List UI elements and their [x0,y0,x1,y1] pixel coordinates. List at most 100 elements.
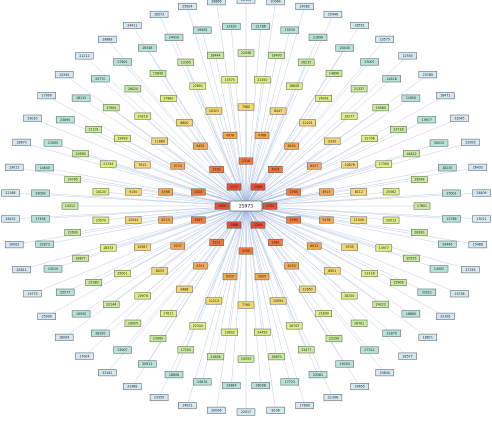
graph-node[interactable]: 19977 [417,116,437,124]
graph-node[interactable]: 24418 [382,75,401,83]
graph-node[interactable]: 10002 [4,241,24,249]
graph-node[interactable]: 16348 [138,44,157,52]
graph-node[interactable]: 26670 [268,353,285,361]
graph-node[interactable]: 19499 [114,134,131,142]
graph-node[interactable]: 23007 [360,58,379,66]
graph-node[interactable]: 16808 [285,82,303,90]
graph-node[interactable]: 17801 [413,202,431,210]
graph-node[interactable]: 17980 [160,94,177,102]
graph-node[interactable]: 18670 [12,138,31,146]
graph-node[interactable]: 20555 [403,254,420,262]
graph-node[interactable]: 18400 [268,51,285,59]
graph-node[interactable]: 23570 [92,216,110,224]
graph-node[interactable]: 21212 [75,52,94,60]
graph-node[interactable]: 11650 [401,94,421,102]
graph-node[interactable]: 3567 [191,216,206,224]
graph-node[interactable]: 8800 [176,119,193,127]
graph-node[interactable]: 1117 [226,183,242,191]
graph-node[interactable]: 23840 [375,369,394,377]
graph-node[interactable]: 4976 [222,131,238,139]
graph-node[interactable]: 8112 [350,188,368,196]
graph-node[interactable]: 24082 [295,2,314,10]
graph-node[interactable]: 18250 [340,292,358,300]
graph-node[interactable]: 14640 [35,164,54,172]
graph-node[interactable]: 28300 [411,229,428,237]
graph-node[interactable]: 8106 [266,406,285,414]
graph-node[interactable]: 31488 [123,383,142,391]
graph-node[interactable]: 17390 [375,160,393,168]
graph-node[interactable]: 21744 [99,160,117,168]
graph-node[interactable]: 17611 [160,310,177,318]
graph-node[interactable]: 20911 [138,360,157,368]
graph-node[interactable]: 23789 [418,71,438,79]
graph-node[interactable]: 13477 [297,346,315,354]
graph-node[interactable]: 24450 [254,328,271,336]
graph-node[interactable]: 22299 [325,335,343,343]
graph-node[interactable]: 20770 [91,75,110,83]
graph-node[interactable]: 15736 [450,290,469,298]
graph-node[interactable]: 25577 [55,288,75,296]
graph-node[interactable]: 33162 [98,369,117,377]
graph-node[interactable]: 19888 [98,35,117,43]
graph-node[interactable]: 21005 [43,139,63,147]
graph-node[interactable]: 20013 [382,216,400,224]
graph-node[interactable]: 18877 [72,254,89,262]
graph-node[interactable]: 14502 [429,265,449,273]
graph-node[interactable]: 18230 [438,164,457,172]
graph-node[interactable]: 23575 [375,35,394,43]
graph-node[interactable]: 9705 [341,243,358,251]
graph-node[interactable]: 15640 [149,69,167,77]
graph-node[interactable]: 22000 [461,138,480,146]
graph-node[interactable]: 8901 [323,267,341,275]
graph-node[interactable]: 32106 [436,312,455,320]
graph-node[interactable]: 5744 [170,162,186,170]
graph-node[interactable]: 23718 [390,126,407,134]
graph-node[interactable]: 13984 [222,382,241,390]
graph-node[interactable]: 10094 [269,297,287,305]
graph-node[interactable]: 3390 [286,216,301,224]
graph-node[interactable]: 25001 [442,189,461,197]
graph-node[interactable]: 16004 [54,333,74,341]
graph-node[interactable]: 22600 [64,229,81,237]
graph-node[interactable]: 27312 [360,346,379,354]
graph-node[interactable]: 19333 [237,355,255,363]
graph-node[interactable]: 21870 [382,329,401,337]
graph-node[interactable]: 4913 [319,188,334,196]
graph-node[interactable]: 21396 [323,394,343,402]
graph-node[interactable]: 25562 [382,188,400,196]
graph-node[interactable]: 7980 [237,103,255,111]
graph-node[interactable]: 6207 [306,162,322,170]
graph-node[interactable]: 24001 [315,94,332,102]
graph-node[interactable]: 15007 [113,346,132,354]
graph-node[interactable]: 32045 [450,114,469,122]
graph-node[interactable]: 4550 [284,262,299,270]
graph-node[interactable]: 6320 [222,273,238,281]
graph-node[interactable]: 14021 [178,402,197,410]
graph-node[interactable]: 22046 [237,49,255,57]
graph-node[interactable]: 22340 [189,322,207,330]
graph-node[interactable]: 18808 [164,371,184,379]
graph-node[interactable]: 6012 [306,242,322,250]
graph-node[interactable]: 22188 [1,189,20,197]
graph-node[interactable]: 24765 [64,175,81,183]
graph-node[interactable]: 17900 [102,104,120,112]
graph-node[interactable]: 26432 [468,163,488,171]
graph-node[interactable]: 25004 [178,2,197,10]
graph-node[interactable]: 9330 [323,137,341,145]
graph-node[interactable]: 12650 [299,285,316,293]
graph-node[interactable]: 14890 [325,69,343,77]
graph-node[interactable]: 16422 [403,150,420,158]
graph-node[interactable]: 21899 [315,310,332,318]
graph-node[interactable]: 12788 [442,215,461,223]
graph-node[interactable]: 1732 [262,202,278,210]
graph-node[interactable]: 26099 [31,189,50,197]
graph-node[interactable]: 6455 [193,142,208,150]
graph-node[interactable]: 18471 [436,92,455,100]
graph-node[interactable]: 8447 [269,107,287,115]
graph-node[interactable]: 2318 [238,157,254,165]
graph-node[interactable]: 5630 [284,142,299,150]
graph-node[interactable]: 17900 [37,92,56,100]
graph-node[interactable]: 19802 [221,328,238,336]
graph-node[interactable]: 17004 [75,352,94,360]
graph-node[interactable]: 18444 [207,51,224,59]
